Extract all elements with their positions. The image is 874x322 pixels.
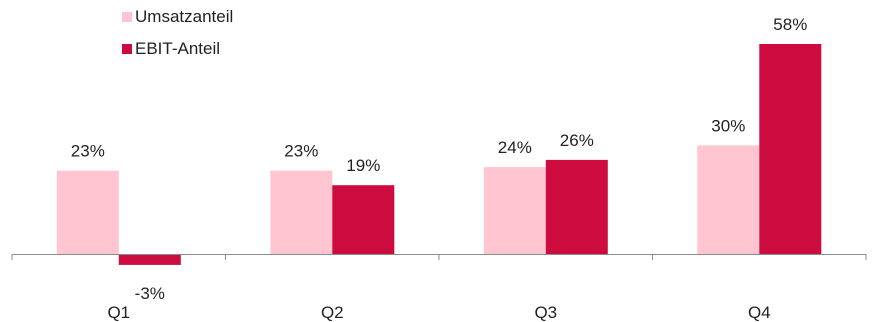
legend-swatch-ebit-anteil: [122, 44, 132, 54]
x-tick-label-q1: Q1: [107, 303, 130, 322]
legend-swatch-umsatzanteil: [122, 12, 132, 22]
x-tick-label-q4: Q4: [748, 303, 771, 322]
data-label-ebit-anteil-q4: 58%: [773, 15, 807, 34]
data-label-umsatzanteil-q4: 30%: [711, 116, 745, 135]
data-label-ebit-anteil-q2: 19%: [346, 156, 380, 175]
data-label-umsatzanteil-q2: 23%: [284, 142, 318, 161]
x-axis: Q1 Q2 Q3 Q4: [11, 254, 867, 322]
legend-label-ebit-anteil: EBIT-Anteil: [135, 39, 220, 58]
bar-umsatzanteil-q1: [56, 170, 119, 254]
data-label-umsatzanteil-q1: 23%: [71, 142, 105, 161]
bar-umsatzanteil-q3: [483, 167, 546, 254]
bar-ebit-anteil-q4: [759, 44, 822, 254]
legend-label-umsatzanteil: Umsatzanteil: [135, 7, 233, 26]
bar-umsatzanteil-q4: [697, 145, 760, 254]
data-label-umsatzanteil-q3: 24%: [498, 138, 532, 157]
bars: 23% -3% 23% 19% 24% 26% 30% 58%: [56, 15, 822, 303]
data-label-ebit-anteil-q1: -3%: [135, 284, 165, 303]
data-label-ebit-anteil-q3: 26%: [560, 131, 594, 150]
x-tick-label-q3: Q3: [534, 303, 557, 322]
bar-ebit-anteil-q2: [332, 185, 395, 254]
x-tick-label-q2: Q2: [321, 303, 344, 322]
bar-ebit-anteil-q1: [118, 254, 181, 265]
legend: Umsatzanteil EBIT-Anteil: [122, 7, 233, 58]
bar-umsatzanteil-q2: [270, 170, 333, 254]
bar-ebit-anteil-q3: [545, 159, 608, 254]
